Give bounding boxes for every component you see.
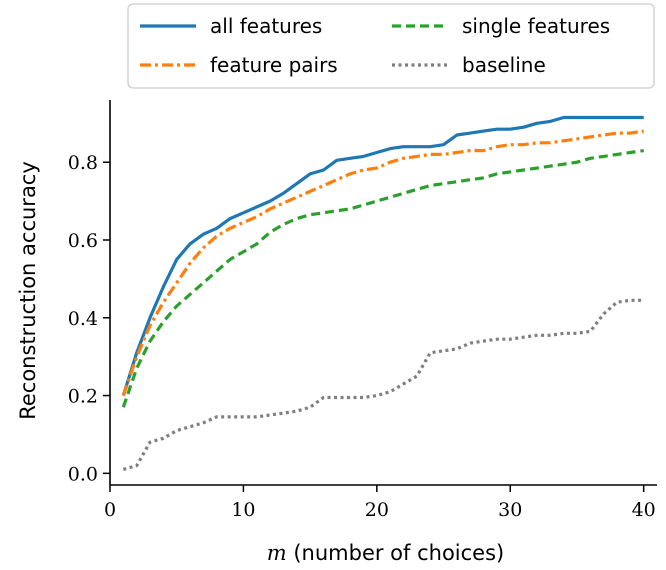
series-line-baseline	[122, 298, 644, 471]
y-tick-label: 0.4	[68, 308, 98, 330]
x-tick-label: 10	[231, 499, 255, 521]
legend-label-single-features: single features	[462, 14, 610, 38]
plot-area	[121, 115, 644, 471]
x-axis-variable: m	[267, 541, 287, 565]
y-tick-label: 0.8	[68, 152, 98, 174]
y-tick-label: 0.6	[68, 230, 98, 252]
axes: 0 10 20 30 40 0.0 0.2 0.4 0.6 0.8 m (number of cho…	[16, 100, 657, 565]
x-tick-label: 0	[104, 499, 116, 521]
x-axis-description: (number of choices)	[287, 541, 505, 565]
x-axis-title: m (number of choices)	[267, 541, 504, 565]
legend: all features single features feature pairs…	[127, 3, 655, 89]
series-line-feature-pairs	[121, 129, 644, 397]
y-axis-title: Reconstruction accuracy	[16, 161, 40, 420]
x-tick-label: 40	[632, 499, 656, 521]
series-line-single-features	[121, 149, 644, 408]
legend-label-baseline: baseline	[462, 53, 546, 77]
legend-box	[127, 3, 655, 89]
legend-label-feature-pairs: feature pairs	[210, 53, 338, 77]
x-tick-label: 20	[365, 499, 389, 521]
x-tick-label: 30	[498, 499, 522, 521]
y-tick-label: 0.2	[68, 386, 98, 408]
y-tick-label: 0.0	[68, 463, 98, 485]
series-line-all-features	[121, 115, 644, 397]
legend-label-all-features: all features	[210, 14, 322, 38]
